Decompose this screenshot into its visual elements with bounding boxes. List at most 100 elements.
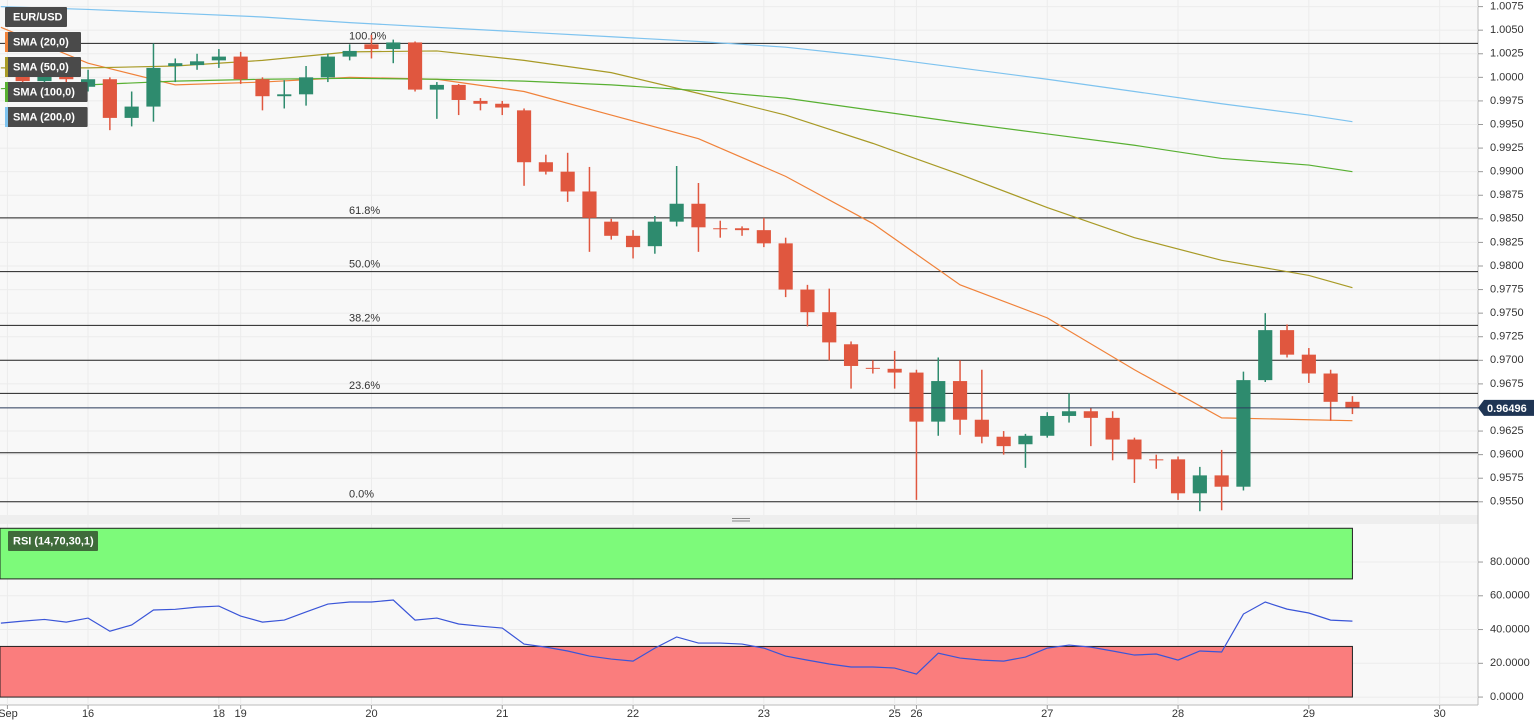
candle-body	[1236, 380, 1251, 487]
candle-body	[102, 79, 117, 118]
y-tick-label: 60.0000	[1490, 590, 1530, 602]
y-tick-label: 0.9575	[1490, 472, 1524, 484]
candle-body	[451, 84, 466, 100]
x-tick-label: 18	[213, 708, 225, 720]
candle-body	[538, 162, 553, 172]
series-line	[0, 50, 1353, 289]
fib-label: 61.8%	[349, 205, 380, 217]
candle-body	[756, 230, 771, 244]
candle-body	[843, 344, 859, 366]
legend-label: SMA (50,0)	[13, 61, 69, 73]
candle-body	[865, 367, 880, 369]
legend-box	[5, 82, 88, 102]
y-tick-label: 40.0000	[1490, 623, 1530, 635]
candle-body	[124, 106, 139, 118]
legend-swatch	[5, 57, 8, 77]
candle-body	[1040, 415, 1055, 436]
x-tick-label: 19	[235, 708, 247, 720]
y-tick-label: 80.0000	[1490, 556, 1530, 568]
candle-body	[1127, 439, 1142, 460]
candle-body	[277, 94, 292, 97]
rsi-zone	[0, 527, 1353, 580]
candle-body	[386, 42, 401, 50]
y-tick-label: 0.9675	[1490, 378, 1524, 390]
candle-body	[495, 103, 510, 108]
legend-label: SMA (20,0)	[13, 36, 69, 48]
candle-body	[691, 203, 706, 228]
x-tick-label: Sep	[0, 708, 18, 720]
candle-body	[560, 171, 575, 192]
candle-body	[59, 75, 74, 80]
legend-swatch	[5, 32, 8, 52]
candle-body	[429, 84, 444, 90]
candle-body	[233, 56, 248, 80]
candle-body	[80, 79, 96, 87]
candle-body	[1301, 354, 1316, 374]
candle-body	[909, 372, 924, 422]
candle-body	[255, 79, 270, 97]
candle-body	[473, 100, 488, 104]
series-line	[0, 26, 1353, 422]
candle-body	[1149, 459, 1164, 461]
candle-body	[1061, 411, 1077, 416]
candle-body	[1083, 411, 1098, 418]
candle-body	[1214, 475, 1229, 487]
x-tick-label: 30	[1434, 708, 1446, 720]
x-tick-label: 29	[1303, 708, 1315, 720]
candle-body	[800, 289, 815, 313]
fib-label: 0.0%	[349, 489, 374, 501]
candle-body	[952, 381, 968, 420]
candle-body	[1018, 435, 1033, 445]
legend-box	[5, 57, 81, 77]
series-line	[0, 599, 1353, 675]
y-tick-label: 0.9750	[1490, 307, 1524, 319]
y-tick-label: 0.9625	[1490, 425, 1524, 437]
candle-body	[974, 419, 989, 437]
candle-body	[778, 243, 793, 290]
y-tick-label: 1.0025	[1490, 48, 1524, 60]
x-tick-label: 20	[365, 708, 377, 720]
candle-body	[822, 312, 837, 343]
legend-box	[5, 107, 88, 127]
candle-body	[625, 235, 641, 248]
fib-label: 50.0%	[349, 259, 380, 271]
legend-box	[5, 7, 67, 27]
y-tick-label: 1.0000	[1490, 71, 1524, 83]
y-tick-label: 0.9775	[1490, 283, 1524, 295]
panel-divider[interactable]	[0, 515, 1478, 524]
rsi-zone	[0, 645, 1353, 698]
legend-swatch	[5, 82, 8, 102]
candle-body	[211, 56, 226, 61]
candle-body	[1170, 459, 1186, 494]
candle-body	[1105, 417, 1120, 440]
x-tick-label: 25	[889, 708, 901, 720]
legend-label: SMA (200,0)	[13, 111, 75, 123]
y-tick-label: 0.9950	[1490, 118, 1524, 130]
y-tick-label: 0.9800	[1490, 260, 1524, 272]
y-tick-label: 0.9825	[1490, 236, 1524, 248]
candle-body	[342, 50, 357, 57]
fib-label: 23.6%	[349, 380, 380, 392]
legend-swatch	[5, 107, 8, 127]
y-tick-label: 0.9900	[1490, 166, 1524, 178]
candle-body	[189, 61, 205, 66]
y-tick-label: 0.9875	[1490, 189, 1524, 201]
y-tick-label: 0.9925	[1490, 142, 1524, 154]
y-tick-label: 0.9550	[1490, 496, 1524, 508]
y-tick-label: 20.0000	[1490, 657, 1530, 669]
legend-box	[5, 32, 81, 52]
y-tick-label: 0.9600	[1490, 449, 1524, 461]
candle-body	[1345, 401, 1360, 408]
candle-body	[1258, 330, 1273, 381]
series-line	[0, 77, 1353, 173]
candle-body	[996, 436, 1011, 447]
candle-body	[298, 77, 314, 95]
candle-body	[516, 110, 532, 163]
candle-body	[1279, 330, 1295, 355]
candle-body	[887, 368, 902, 373]
y-tick-label: 0.9850	[1490, 213, 1524, 225]
candle-body	[647, 221, 662, 247]
candle-body	[734, 228, 750, 231]
